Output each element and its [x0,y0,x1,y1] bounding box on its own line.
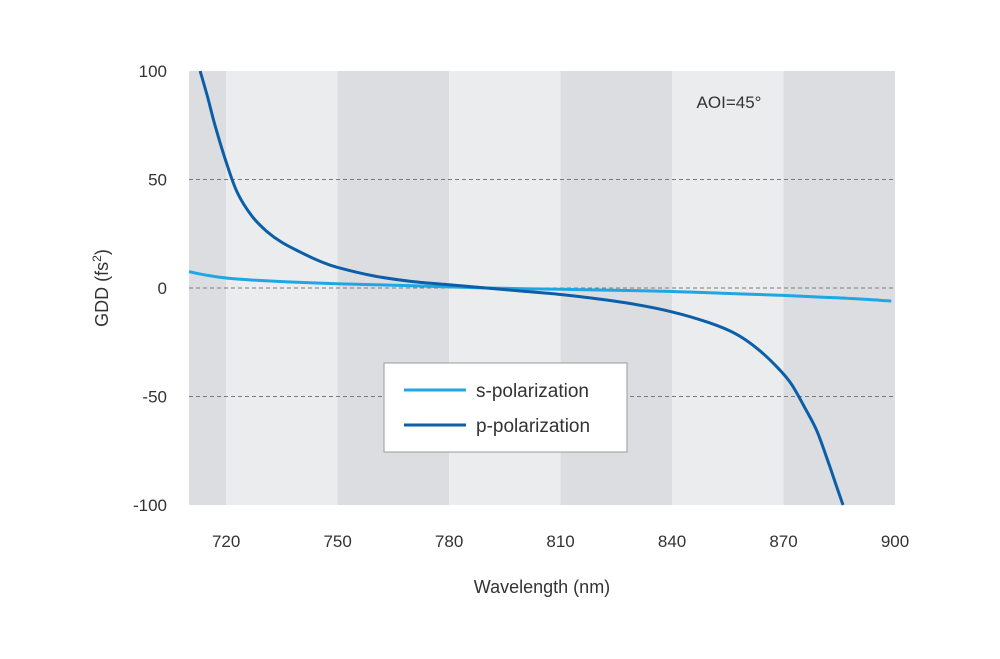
y-axis-title-superscript: 2 [90,255,104,262]
x-axis-title: Wavelength (nm) [474,577,610,597]
y-axis-title: GDD (fs2) [90,249,112,327]
x-tick-label: 810 [546,532,574,551]
x-tick-label: 900 [881,532,909,551]
y-tick-label: -100 [133,496,167,515]
y-tick-label: 100 [139,62,167,81]
legend-label-s-polarization: s-polarization [476,381,589,402]
y-axis-title-close: ) [92,249,112,255]
x-tick-label: 720 [212,532,240,551]
legend-label-p-polarization: p-polarization [476,416,590,437]
y-tick-label: 50 [148,171,167,190]
x-tick-label: 870 [769,532,797,551]
y-tick-label: -50 [142,388,167,407]
series-line-p-polarization [198,70,845,506]
x-tick-label: 780 [435,532,463,551]
y-axis-title-main: GDD (fs [92,262,112,327]
y-tick-labels: 100 50 0 -50 -100 [133,62,167,515]
legend-box [383,362,628,453]
series-lines [188,70,892,506]
x-tick-labels: 720 750 780 810 840 870 900 [212,532,909,551]
aoi-annotation: AOI=45° [697,93,762,112]
legend: s-polarization p-polarization [383,362,628,453]
x-tick-label: 840 [658,532,686,551]
y-tick-label: 0 [158,279,167,298]
x-tick-label: 750 [323,532,351,551]
